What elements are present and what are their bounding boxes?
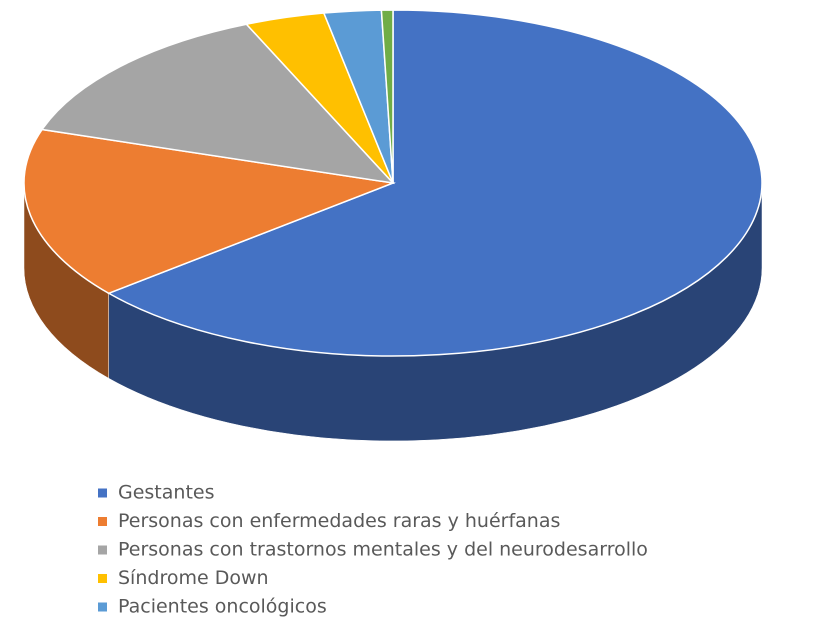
legend-swatch [98,488,107,498]
legend-swatch [98,517,107,526]
legend-label: Personas con trastornos mentales y del n… [118,539,648,561]
legend-swatch [98,545,107,555]
legend-label: Pacientes oncológicos [118,596,327,618]
slice [380,9,394,184]
slice [40,23,396,185]
legend-label: Gestantes [118,482,214,504]
legend-swatch [98,602,107,612]
legend-swatch [98,574,107,583]
legend-label: Síndrome Down [118,567,269,589]
slice [106,9,763,357]
legend-label: Personas con enfermedades raras y huérfa… [118,510,560,532]
slice [23,128,396,295]
